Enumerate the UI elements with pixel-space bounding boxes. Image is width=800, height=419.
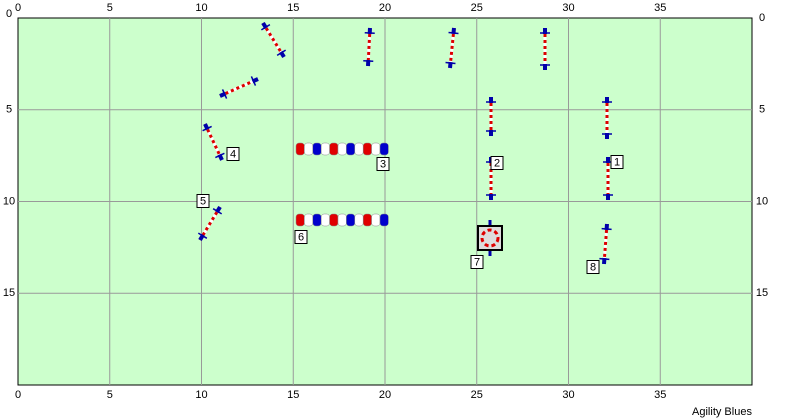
x-tick-label: 5 xyxy=(107,389,113,401)
jump-bar xyxy=(215,152,225,159)
x-tick-label: 10 xyxy=(195,389,207,401)
y-tick-label: 5 xyxy=(6,104,12,116)
x-tick-label: 15 xyxy=(287,2,299,14)
y-tick-label: 15 xyxy=(756,287,768,299)
tunnel-segment xyxy=(329,213,339,227)
number-box xyxy=(196,194,210,208)
x-tick-label: 15 xyxy=(287,389,299,401)
tunnel-segment xyxy=(362,213,372,227)
obstacle-number: 4 xyxy=(230,148,236,160)
obstacle-number: 7 xyxy=(474,256,480,268)
tunnel-segment xyxy=(346,213,356,227)
jump-stripes xyxy=(602,223,609,265)
jump-bar xyxy=(202,125,212,132)
x-tick-label: 35 xyxy=(654,389,666,401)
x-tick-label: 25 xyxy=(471,389,483,401)
y-tick-label: 10 xyxy=(3,195,15,207)
y-tick-label: 5 xyxy=(759,104,765,116)
tunnel-segment xyxy=(320,213,330,227)
tunnel-segment xyxy=(312,213,322,227)
tunnel-segment xyxy=(295,213,305,227)
jump xyxy=(260,21,287,59)
tunnel-segment xyxy=(312,142,322,156)
tunnel-segment xyxy=(371,142,381,156)
x-tick-label: 30 xyxy=(562,2,574,14)
x-tick-label: 0 xyxy=(15,2,21,14)
x-tick-label: 0 xyxy=(15,389,21,401)
number-box xyxy=(294,230,308,244)
number-box xyxy=(470,255,484,269)
tunnel-segment xyxy=(362,142,372,156)
jump xyxy=(219,76,259,99)
x-tick-label: 30 xyxy=(562,389,574,401)
x-tick-label: 5 xyxy=(107,2,113,14)
jump-stripes xyxy=(219,77,259,98)
x-tick-label: 20 xyxy=(379,2,391,14)
number-box xyxy=(376,157,390,171)
y-tick-label: 15 xyxy=(3,287,15,299)
jump-bar xyxy=(445,61,456,65)
jump xyxy=(540,28,550,70)
jump-bar xyxy=(363,59,374,63)
x-tick-label: 10 xyxy=(195,2,207,14)
tunnel-segment xyxy=(346,142,356,156)
jump-bar xyxy=(212,208,223,215)
tunnel-segment xyxy=(320,142,330,156)
tunnel xyxy=(295,142,389,156)
obstacle-number: 6 xyxy=(298,231,304,243)
tire xyxy=(477,220,503,256)
y-tick-label: 0 xyxy=(759,12,765,24)
jump xyxy=(445,27,459,69)
obstacle-number: 8 xyxy=(590,261,596,273)
jump-bar xyxy=(601,227,612,231)
obstacle-number: 1 xyxy=(614,156,620,168)
tunnel-segment xyxy=(354,213,364,227)
tunnel-segment xyxy=(354,142,364,156)
jump-bar xyxy=(599,257,610,261)
number-box xyxy=(226,147,240,161)
jump-bar xyxy=(250,76,257,86)
y-tick-label: 0 xyxy=(6,8,12,20)
jump xyxy=(599,223,612,265)
jump-bar xyxy=(197,232,208,239)
jump xyxy=(602,97,612,139)
tire-ring xyxy=(480,228,500,248)
tunnel xyxy=(295,213,389,227)
jump xyxy=(197,205,223,242)
jump-stripes xyxy=(448,27,456,69)
tunnel-segment xyxy=(337,213,347,227)
jump-bar xyxy=(448,31,459,35)
jump-bar xyxy=(364,31,375,35)
jump-stripes xyxy=(366,27,372,67)
tunnel-segment xyxy=(304,142,314,156)
footer: Agility Blues xyxy=(692,406,752,418)
jump xyxy=(363,27,375,67)
tunnel-segment xyxy=(304,213,314,227)
jump xyxy=(202,123,225,161)
x-tick-label: 35 xyxy=(654,2,666,14)
y-tick-label: 10 xyxy=(756,195,768,207)
tunnel-segment xyxy=(295,142,305,156)
jump-bar xyxy=(221,89,228,99)
jump-bar xyxy=(260,23,271,31)
obstacle-number: 5 xyxy=(200,195,206,207)
obstacle-number: 2 xyxy=(494,157,500,169)
jump-bar xyxy=(276,49,287,57)
x-tick-label: 25 xyxy=(471,2,483,14)
tunnel-segment xyxy=(379,142,389,156)
obstacle-number: 3 xyxy=(380,158,386,170)
tunnel-segment xyxy=(329,142,339,156)
number-box xyxy=(490,156,504,170)
tunnel-segment xyxy=(371,213,381,227)
tunnel-segment xyxy=(337,142,347,156)
number-box xyxy=(586,260,600,274)
jump-stripes xyxy=(261,22,286,58)
number-box xyxy=(610,155,624,169)
jump xyxy=(486,97,496,136)
jump-stripes xyxy=(203,123,224,161)
tunnel-segment xyxy=(379,213,389,227)
jump-stripes xyxy=(198,206,222,241)
x-tick-label: 20 xyxy=(379,389,391,401)
